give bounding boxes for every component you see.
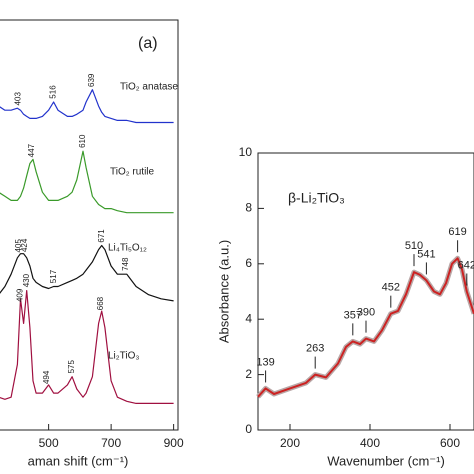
peak-label: 139 (256, 356, 274, 368)
peak-label: 405 (14, 239, 23, 253)
peak-label: 516 (49, 85, 58, 99)
peak-label: 517 (49, 269, 58, 283)
x-tick-label: 900 (164, 436, 184, 450)
series-line (0, 89, 174, 124)
y-tick-label: 8 (245, 201, 252, 215)
series-line (257, 257, 474, 398)
peak-label: 671 (97, 229, 106, 243)
peak-label: 642 (458, 259, 474, 271)
y-tick-label: 4 (245, 311, 252, 325)
peak-label: 403 (13, 92, 22, 106)
peak-label: 541 (417, 248, 435, 260)
x-tick-label: 600 (440, 436, 460, 450)
peak-label: 424 (20, 238, 29, 252)
peak-label: 619 (448, 226, 466, 238)
peak-label: 748 (121, 257, 130, 271)
peak-label: 447 (27, 143, 36, 157)
y-tick-label: 2 (245, 367, 252, 381)
y-axis-label: Absorbance (a.u.) (216, 240, 231, 343)
series-label: Li₄Ti₅O₁₂ (108, 243, 147, 254)
x-tick-label: 200 (280, 436, 300, 450)
series-label: TiO₂ anatase (120, 82, 178, 93)
x-tick-label: 700 (101, 436, 121, 450)
peak-label: 430 (22, 273, 31, 287)
peak-label: 409 (15, 288, 24, 302)
x-tick-label: 400 (360, 436, 380, 450)
x-tick-label: 500 (39, 436, 59, 450)
series-line (0, 150, 174, 214)
series-label: TiO₂ rutile (110, 167, 155, 178)
peak-label: 357 (344, 309, 362, 321)
series-label: Li₂TiO₃ (108, 351, 139, 362)
y-tick-label: 6 (245, 256, 252, 270)
peak-label: 263 (306, 343, 324, 355)
peak-label: 610 (78, 134, 87, 148)
series-line (0, 290, 174, 404)
annotation: β-Li₂TiO₃ (288, 190, 345, 206)
peak-label: 390 (357, 306, 375, 318)
peak-label: 668 (96, 296, 105, 310)
y-tick-label: 10 (239, 145, 253, 159)
peak-label: 452 (382, 282, 400, 294)
x-axis-label: aman shift (cm⁻¹) (28, 453, 129, 468)
annotation: (a) (138, 35, 158, 52)
plot-frame (0, 19, 179, 431)
peak-label: 494 (42, 370, 51, 384)
y-tick-label: 0 (245, 422, 252, 436)
peak-label: 575 (67, 359, 76, 373)
peak-label: 639 (87, 73, 96, 87)
plot-frame (257, 152, 474, 431)
series-line (0, 244, 174, 302)
x-axis-label: Wavenumber (cm⁻¹) (327, 453, 445, 468)
peak-label: 510 (405, 240, 423, 252)
